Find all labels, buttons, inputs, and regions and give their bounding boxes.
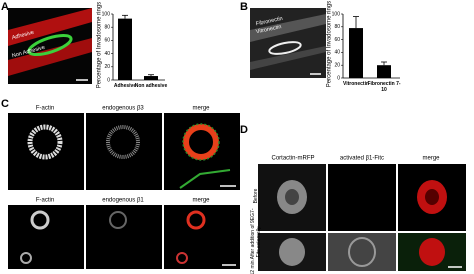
image-label: Vitronectin [255, 24, 282, 35]
ring [106, 125, 140, 159]
x-tick-label: Non adhesive [134, 83, 168, 89]
adhesive-band [8, 38, 92, 76]
cell [419, 238, 445, 266]
y-tick-label: 0 [337, 75, 340, 81]
cell [27, 33, 73, 57]
column-header: merge [192, 106, 210, 112]
panel-label: C [1, 98, 9, 110]
panel-label: D [240, 124, 248, 136]
ring [183, 124, 219, 160]
panel-label: B [240, 1, 248, 13]
y-tick-label: 100 [332, 11, 341, 17]
micrograph [328, 233, 396, 271]
bar [118, 18, 132, 80]
image-label: Adhesive [11, 30, 34, 42]
y-tick-label: 60 [104, 38, 110, 44]
streak [250, 14, 326, 42]
panel-d: Cortactin-mRFP activated β1-Fitc merge [258, 156, 466, 271]
ring [182, 123, 220, 161]
fiber [179, 169, 231, 189]
y-tick-label: 40 [104, 51, 110, 57]
ring [186, 210, 206, 230]
y-tick-label: 40 [334, 50, 340, 56]
ring [109, 211, 127, 229]
ring [27, 124, 63, 160]
streak [250, 46, 326, 70]
column-header: endogenous β1 [102, 198, 144, 204]
image-label: Fibronectin [255, 16, 283, 28]
panel-label: A [1, 1, 9, 13]
column-header: endogenous β3 [102, 106, 144, 112]
ring [176, 252, 188, 264]
column-header: F-actin [36, 198, 54, 204]
column-header: merge [192, 198, 210, 204]
column-header: merge [422, 156, 440, 162]
column-header: activated β1-Fitc [340, 156, 384, 162]
x-tick-label: Vitronectin [342, 81, 370, 87]
y-axis-label: Percentage of Invadosome rings [97, 2, 103, 88]
cell [268, 41, 302, 55]
bar [377, 65, 391, 78]
cell [348, 237, 376, 267]
bar [144, 76, 158, 80]
micrograph [8, 113, 84, 190]
bar [349, 28, 363, 78]
micrograph [86, 113, 162, 190]
y-tick-label: 20 [104, 64, 110, 70]
column-header: Cortactin-mRFP [271, 156, 314, 162]
y-tick-label: 80 [334, 24, 340, 30]
panel-c: F-actin endogenous β3 merge F-actin endo… [8, 106, 240, 269]
column-header: F-actin [36, 106, 54, 112]
y-tick-label: 100 [102, 11, 111, 17]
ring [20, 252, 32, 264]
adhesive-band [8, 8, 92, 46]
y-axis-label: Percentage of Invadosome rings [327, 1, 333, 87]
y-tick-label: 60 [334, 37, 340, 43]
y-tick-label: 0 [107, 77, 110, 83]
y-tick-label: 80 [104, 25, 110, 31]
y-tick-label: 20 [334, 63, 340, 69]
x-tick-label: Fibronectin 7-10 [367, 81, 401, 93]
cell [425, 189, 439, 205]
ring [30, 210, 50, 230]
micrograph [328, 164, 396, 231]
row-label: 12 min After addition of 9EG7-Fitc exter… [250, 208, 262, 274]
cell [285, 189, 299, 205]
x-tick-label: Adhesive [113, 83, 137, 89]
cell [279, 238, 305, 266]
